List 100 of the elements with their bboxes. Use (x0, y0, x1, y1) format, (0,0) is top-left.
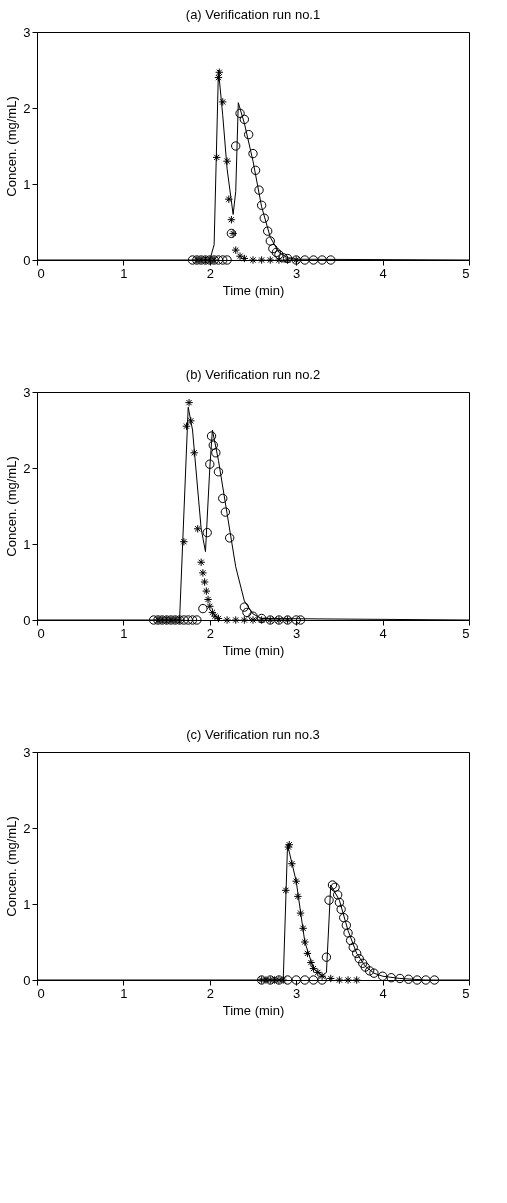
y-axis-title: Concen. (mg/mL) (4, 816, 20, 917)
point (248, 148, 258, 159)
point (291, 615, 301, 625)
x-tick-label: 2 (206, 985, 214, 1001)
point (360, 962, 370, 972)
point (377, 971, 388, 981)
point (412, 975, 422, 985)
point (369, 968, 379, 978)
point (205, 459, 215, 469)
point (186, 416, 195, 426)
point (352, 948, 362, 959)
y-tick-label: 0 (23, 252, 31, 268)
x-axis-title: Time (min) (222, 642, 285, 658)
point (293, 892, 303, 901)
y-tick-label: 1 (23, 176, 31, 192)
point (300, 975, 310, 985)
x-tick-label: 1 (120, 265, 128, 281)
point (187, 255, 198, 265)
point (263, 226, 273, 236)
point (364, 966, 375, 976)
x-tick-label: 0 (37, 265, 45, 281)
point (182, 421, 191, 431)
x-tick-label: 1 (120, 625, 128, 641)
point (196, 558, 206, 567)
y-axis-title: Concen. (mg/mL) (4, 456, 20, 557)
point (213, 255, 224, 265)
x-axis-title: Time (min) (222, 1002, 285, 1018)
chart-title: (b) Verification run no.2 (185, 367, 321, 382)
point (240, 615, 249, 625)
point (421, 975, 431, 985)
point (348, 942, 358, 952)
point (300, 937, 310, 947)
point (222, 615, 232, 625)
x-tick-label: 2 (206, 625, 214, 641)
point (358, 958, 368, 968)
point (268, 243, 278, 254)
x-tick-label: 4 (379, 265, 387, 281)
point (295, 615, 306, 625)
point (218, 97, 227, 107)
point (321, 952, 332, 962)
point (308, 255, 319, 265)
point (298, 924, 308, 933)
y-tick-label: 0 (23, 972, 31, 988)
point (386, 973, 396, 983)
point (334, 897, 345, 908)
point (198, 603, 208, 614)
point (218, 255, 228, 265)
point (214, 614, 223, 623)
x-tick-label: 3 (293, 265, 301, 281)
point (239, 602, 250, 612)
point (184, 398, 194, 407)
point (303, 949, 312, 958)
point (224, 533, 235, 543)
y-tick-label: 2 (23, 100, 31, 116)
point (274, 255, 284, 265)
point (339, 913, 349, 923)
point (205, 602, 215, 611)
point (231, 141, 241, 151)
point (179, 615, 189, 625)
point (208, 608, 217, 617)
point (257, 255, 266, 265)
y-tick-label: 3 (23, 24, 31, 40)
y-axis-title: Concen. (mg/mL) (4, 96, 20, 197)
point (429, 975, 440, 985)
x-axis-title: Time (min) (222, 282, 285, 298)
point (309, 964, 318, 973)
x-tick-label: 5 (462, 265, 470, 281)
point (248, 615, 258, 625)
y-tick-label: 1 (23, 536, 31, 552)
x-tick-label: 0 (37, 985, 45, 1001)
x-tick-label: 5 (462, 985, 470, 1001)
point (183, 615, 193, 625)
point (324, 895, 334, 905)
point (313, 968, 323, 977)
point (231, 615, 240, 625)
x-tick-label: 4 (379, 985, 387, 1001)
point (256, 200, 267, 210)
point (285, 840, 294, 849)
point (222, 255, 232, 265)
point (281, 886, 291, 895)
point (218, 493, 228, 504)
point (215, 68, 224, 77)
point (265, 236, 275, 246)
y-tick-label: 3 (23, 744, 31, 760)
point (300, 255, 310, 265)
point (250, 165, 261, 175)
x-tick-label: 3 (293, 985, 301, 1001)
point (317, 971, 327, 981)
point (211, 448, 221, 458)
point (284, 842, 293, 852)
point (254, 185, 264, 195)
x-tick-label: 1 (120, 985, 128, 1001)
y-tick-label: 3 (23, 384, 31, 400)
point (266, 255, 275, 265)
point (345, 935, 356, 946)
y-tick-label: 2 (23, 460, 31, 476)
point (202, 527, 212, 538)
point (220, 507, 231, 517)
point (352, 975, 361, 985)
point (235, 251, 245, 261)
